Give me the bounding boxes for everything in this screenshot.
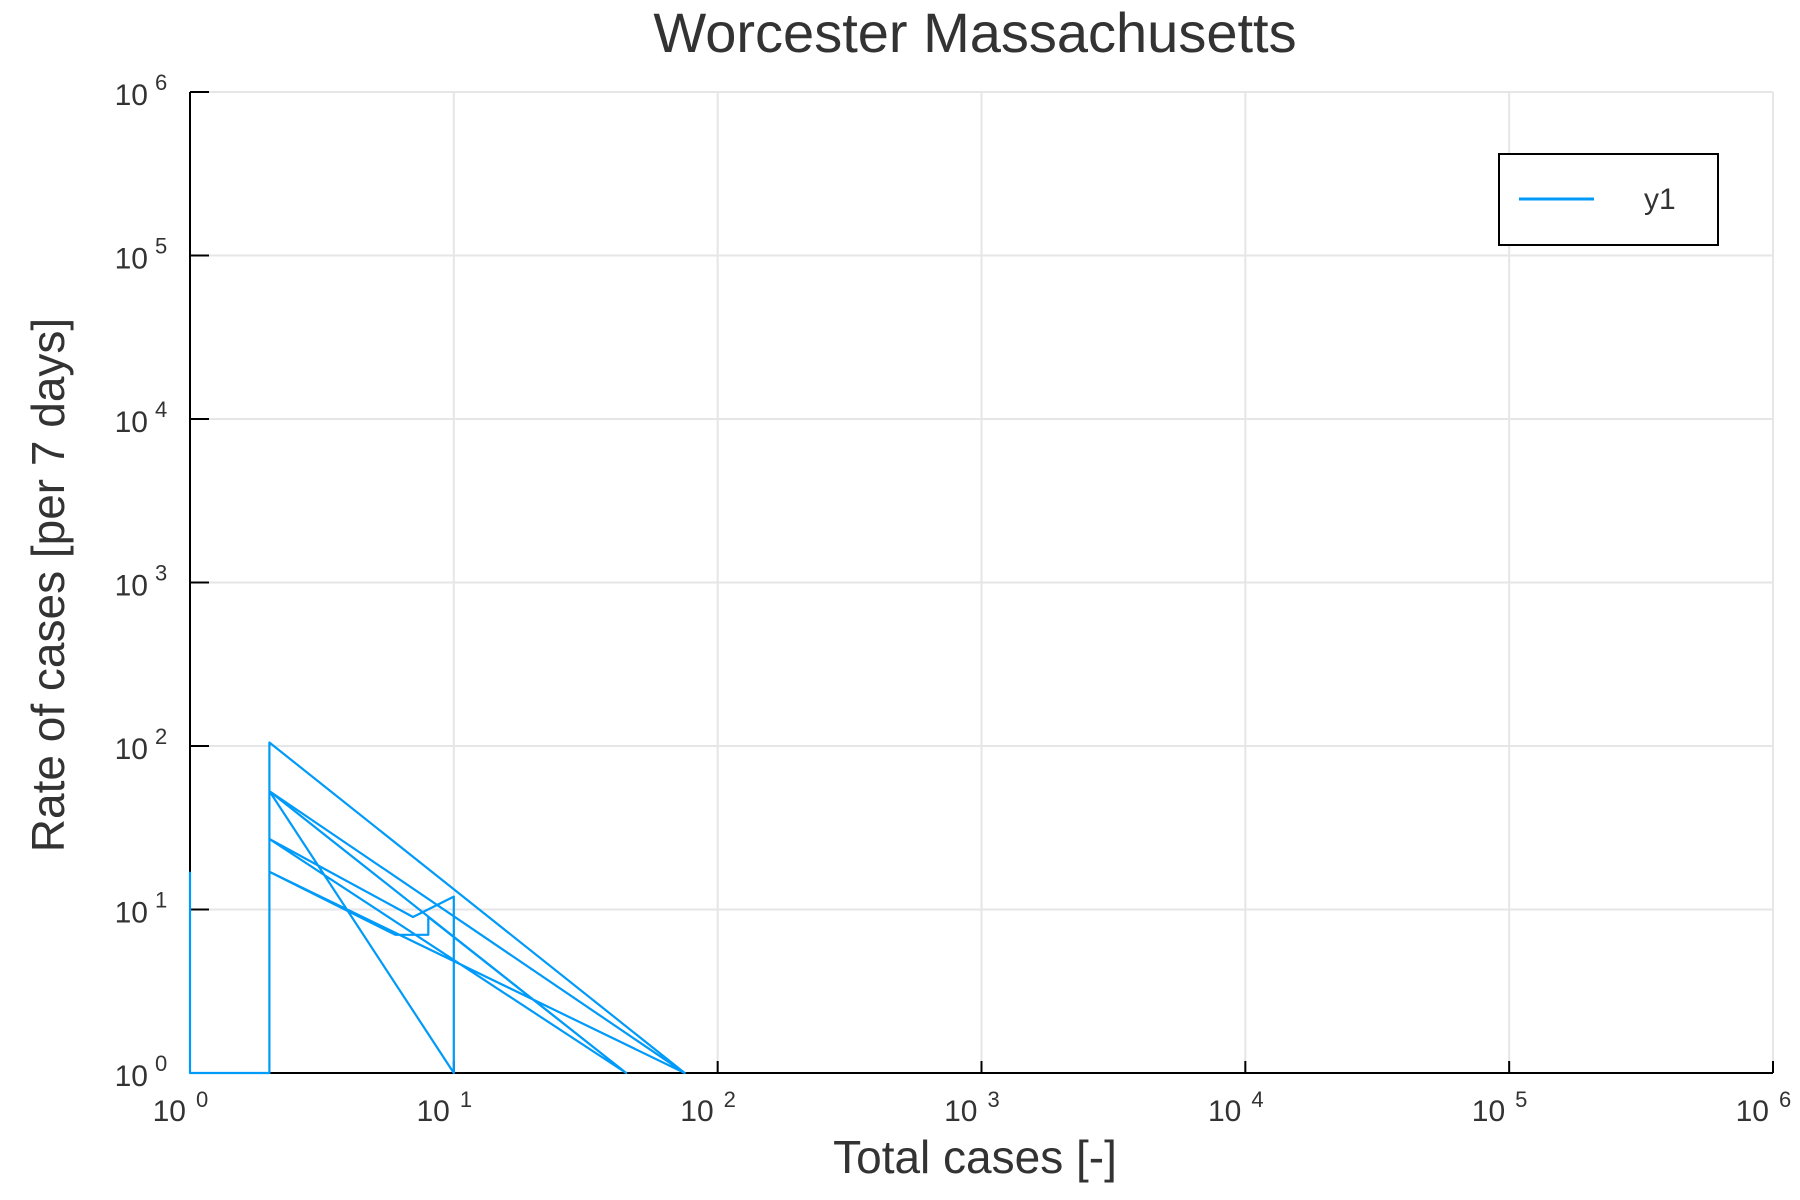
x-tick-label-6: 10 (1736, 1095, 1769, 1128)
y-tick-exponent-3: 3 (155, 561, 167, 586)
y-tick-label-5: 10 (115, 243, 148, 276)
x-tick-label-0: 10 (153, 1095, 186, 1128)
y-axis-label: Rate of cases [per 7 days] (22, 318, 74, 852)
chart-title: Worcester Massachusetts (653, 1, 1296, 64)
y-tick-exponent-5: 5 (155, 234, 167, 259)
series-layer (188, 741, 686, 1075)
series-line-y1 (188, 741, 686, 1075)
y-tick-exponent-2: 2 (155, 724, 167, 749)
x-tick-label-2: 10 (680, 1095, 713, 1128)
x-tick-label-1: 10 (416, 1095, 449, 1128)
y-tick-label-3: 10 (115, 570, 148, 603)
y-tick-label-1: 10 (115, 897, 148, 930)
x-tick-exponent-1: 1 (460, 1087, 472, 1112)
x-tick-label-3: 10 (944, 1095, 977, 1128)
x-tick-exponent-6: 6 (1779, 1087, 1791, 1112)
x-tick-exponent-4: 4 (1251, 1087, 1263, 1112)
x-tick-exponent-5: 5 (1515, 1087, 1527, 1112)
grid (189, 91, 1774, 1074)
tick-labels: 10 0 10 1 10 2 10 3 10 4 10 5 10 610 010 110 210 310 410 51… (115, 70, 1792, 1128)
y-tick-exponent-4: 4 (155, 397, 167, 422)
y-tick-label-4: 10 (115, 406, 148, 439)
legend-label-y1: y1 (1644, 183, 1676, 216)
y-tick-label-0: 10 (115, 1060, 148, 1093)
x-tick-label-4: 10 (1208, 1095, 1241, 1128)
x-tick-label-5: 10 (1472, 1095, 1505, 1128)
legend: y1 (1498, 153, 1719, 246)
x-tick-exponent-3: 3 (988, 1087, 1000, 1112)
x-tick-exponent-2: 2 (724, 1087, 736, 1112)
y-tick-exponent-6: 6 (155, 70, 167, 95)
y-tick-label-6: 10 (115, 79, 148, 112)
x-tick-exponent-0: 0 (196, 1087, 208, 1112)
y-tick-exponent-0: 0 (155, 1051, 167, 1076)
x-axis-label: Total cases [-] (833, 1131, 1117, 1183)
y-tick-exponent-1: 1 (155, 888, 167, 913)
y-tick-label-2: 10 (115, 733, 148, 766)
